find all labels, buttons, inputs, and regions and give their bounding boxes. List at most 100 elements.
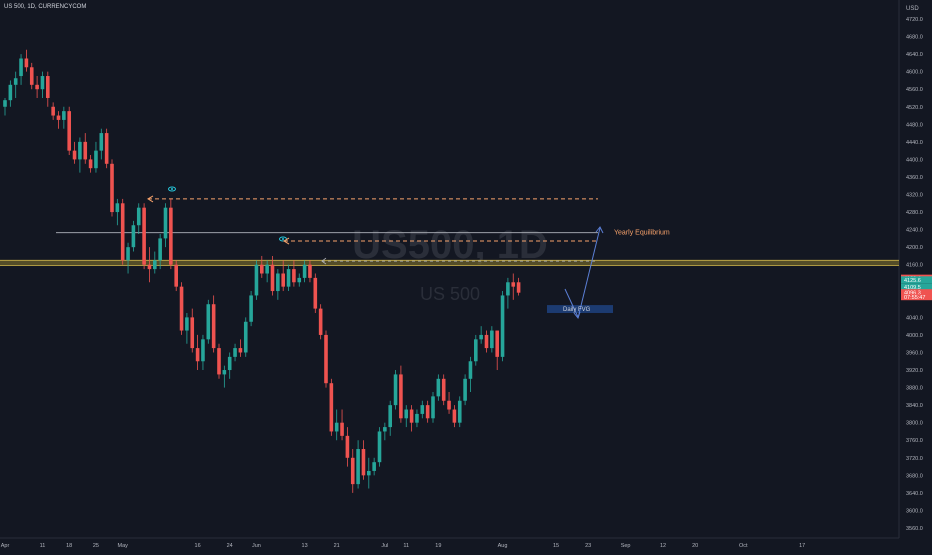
candle-body <box>334 422 339 432</box>
candle-body <box>179 286 184 331</box>
time-tick-label: 23 <box>585 543 591 549</box>
arrowhead-left-icon <box>147 195 154 203</box>
candle-body <box>399 374 403 419</box>
arrowhead-left-icon <box>283 237 290 245</box>
price-tick-label: 3840.0 <box>906 403 923 409</box>
candle-body <box>29 67 34 85</box>
time-tick-label: Apr <box>1 543 10 549</box>
price-tick-label: 3920.0 <box>906 368 923 374</box>
time-tick-label: 24 <box>227 543 233 549</box>
time-tick-label: Sep <box>621 543 631 549</box>
candle-body <box>415 413 419 423</box>
candle-body <box>511 282 516 287</box>
price-tick-label: 3680.0 <box>906 473 923 479</box>
candle-body <box>308 264 312 278</box>
candle-body <box>35 84 39 90</box>
projection-arrow-down <box>564 288 579 318</box>
time-tick-label: 16 <box>195 543 201 549</box>
candle-body <box>19 58 23 77</box>
time-tick-label: 18 <box>66 543 72 549</box>
candle-body <box>158 238 162 261</box>
price-tick-label: 3640.0 <box>906 491 923 497</box>
candle-body <box>163 207 168 239</box>
candle-body <box>104 133 109 164</box>
candle-body <box>201 339 205 362</box>
price-badge-label: 4125.6 <box>904 278 921 284</box>
candle-body <box>67 111 71 151</box>
time-tick-label: May <box>118 543 129 549</box>
price-tick-label: 3760.0 <box>906 438 923 444</box>
price-tick-label: 3800.0 <box>906 421 923 427</box>
candle-body <box>286 269 291 287</box>
candle-body <box>243 321 248 353</box>
candle-body <box>94 150 98 169</box>
candle-body <box>329 383 334 432</box>
candle-body <box>463 378 467 401</box>
price-tick-label: 3880.0 <box>906 386 923 392</box>
candle-body <box>409 409 414 423</box>
candle-body <box>126 247 130 261</box>
candle-body <box>350 457 355 485</box>
daily-fvg-label: Daily FVG <box>563 307 591 313</box>
candle-body <box>356 449 360 485</box>
candle-body <box>190 317 195 349</box>
candle-body <box>83 141 88 160</box>
annotations-layer[interactable]: Yearly Equilibrium Daily FVG <box>147 186 670 320</box>
eye-icon-pupil <box>282 238 284 240</box>
candle-body <box>195 348 200 362</box>
price-tick-label: 4400.0 <box>906 157 923 163</box>
time-tick-label: 15 <box>553 543 559 549</box>
time-axis[interactable]: Apr 11 18 25 May 16 24 Jun 13 21 Jul 11 19 Aug 15 23 Sep… <box>1 543 805 549</box>
candle-body <box>217 348 221 375</box>
price-tick-label: 3600.0 <box>906 508 923 514</box>
candle-body <box>324 334 328 384</box>
candle-body <box>62 111 66 120</box>
price-tick-label: 3560.0 <box>906 526 923 532</box>
candle-body <box>110 163 114 213</box>
yearly-equilibrium-label: Yearly Equilibrium <box>614 230 670 237</box>
time-tick-label: 25 <box>93 543 99 549</box>
candle-body <box>441 378 446 401</box>
price-tick-label: 4600.0 <box>906 70 923 76</box>
watermark-title: US500, 1D <box>352 223 548 267</box>
price-tick-label: 4160.0 <box>906 263 923 269</box>
candle-body <box>40 76 45 90</box>
candles-layer <box>3 49 521 493</box>
time-tick-label: 19 <box>435 543 441 549</box>
candle-body <box>468 361 473 379</box>
price-tick-label: 3960.0 <box>906 350 923 356</box>
candle-body <box>265 264 269 274</box>
candle-body <box>490 330 494 349</box>
price-tick-label: 4720.0 <box>906 17 923 23</box>
time-tick-label: 21 <box>334 543 340 549</box>
price-tick-label: 4280.0 <box>906 210 923 216</box>
candle-body <box>377 431 382 463</box>
candle-body <box>484 334 489 349</box>
time-tick-label: Aug <box>498 543 508 549</box>
candle-body <box>46 76 50 98</box>
candle-body <box>372 462 376 471</box>
time-tick-label: Oct <box>739 543 748 549</box>
candle-body <box>367 470 371 476</box>
time-tick-label: 20 <box>692 543 698 549</box>
candle-body <box>297 277 302 283</box>
candle-body <box>51 106 55 116</box>
candle-body <box>238 348 243 353</box>
price-axis[interactable]: 4720.0 4680.0 4640.0 4600.0 4560.0 4520.0 4480… <box>906 17 923 532</box>
candle-body <box>281 273 285 287</box>
candle-body <box>383 427 387 432</box>
candle-body <box>516 282 521 293</box>
time-tick-label: Jun <box>252 543 261 549</box>
candle-body <box>431 396 435 419</box>
candle-body <box>8 84 13 101</box>
resistance-zone <box>0 260 899 266</box>
candle-body <box>361 449 366 476</box>
price-badge <box>901 294 932 301</box>
candle-body <box>3 100 7 107</box>
eye-icon <box>168 186 176 192</box>
candle-body <box>249 295 253 322</box>
